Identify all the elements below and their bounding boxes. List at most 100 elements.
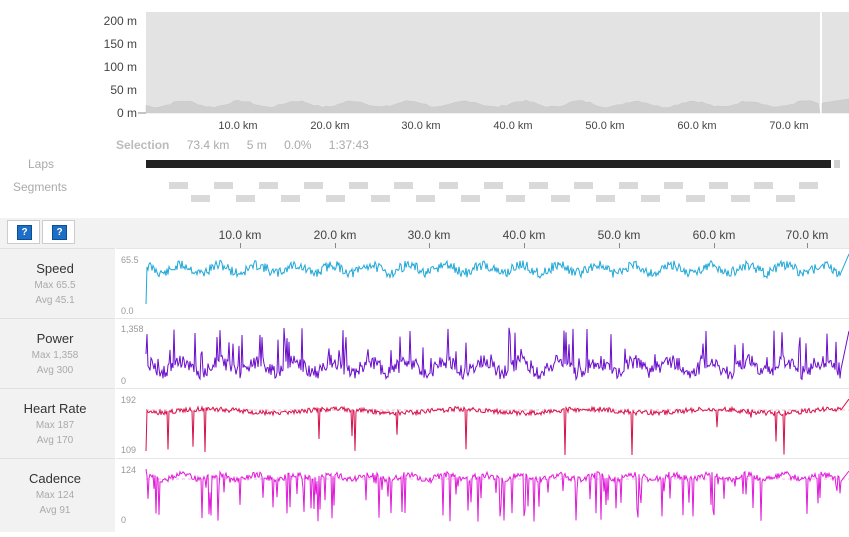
power-svg — [145, 327, 849, 382]
metric-max: Max 124 — [35, 490, 75, 501]
elevation-y-label: 50 m — [110, 83, 137, 97]
heart-rate-chart[interactable] — [116, 388, 849, 458]
segment-marker[interactable] — [349, 182, 368, 189]
selection-title: Selection — [116, 138, 170, 152]
elevation-x-label: 20.0 km — [310, 120, 350, 132]
elevation-x-label: 30.0 km — [401, 120, 441, 132]
axis-label: 50.0 km — [597, 228, 641, 242]
elevation-x-label: 60.0 km — [677, 120, 717, 132]
segment-marker[interactable] — [731, 195, 750, 202]
segment-marker[interactable] — [641, 195, 660, 202]
segment-marker[interactable] — [371, 195, 390, 202]
segment-marker[interactable] — [754, 182, 773, 189]
segment-marker[interactable] — [236, 195, 255, 202]
speed-chart[interactable] — [116, 248, 849, 318]
segment-marker[interactable] — [461, 195, 480, 202]
axis-tick — [335, 243, 336, 248]
metric-avg: Avg 170 — [36, 435, 74, 446]
elevation-x-label: 70.0 km — [769, 120, 809, 132]
help-icon: ? — [52, 225, 67, 240]
lap-bar[interactable] — [146, 160, 831, 168]
axis-label: 20.0 km — [313, 228, 357, 242]
segments-label: Segments — [13, 180, 68, 194]
help-button[interactable]: ? — [42, 220, 75, 244]
lap-bar-end[interactable] — [834, 160, 840, 168]
segment-marker[interactable] — [439, 182, 458, 189]
metric-y-min: 0 — [121, 376, 127, 386]
segment-marker[interactable] — [686, 195, 705, 202]
heart-rate-svg — [145, 398, 849, 456]
metric-avg: Avg 300 — [36, 365, 74, 376]
segment-marker[interactable] — [281, 195, 300, 202]
metric-y-max: 124 — [121, 465, 137, 475]
metric-y-max: 192 — [121, 395, 137, 405]
segment-marker[interactable] — [664, 182, 683, 189]
segment-marker[interactable] — [326, 195, 345, 202]
segment-marker[interactable] — [484, 182, 503, 189]
segment-marker[interactable] — [529, 182, 548, 189]
elevation-y-label: 0 m — [116, 106, 137, 120]
metric-max: Max 65.5 — [34, 280, 76, 291]
metric-avg: Avg 45.1 — [35, 295, 75, 306]
elevation-x-label: 40.0 km — [493, 120, 533, 132]
segment-marker[interactable] — [619, 182, 638, 189]
segment-marker[interactable] — [169, 182, 188, 189]
selection-summary: Selection 73.4 km 5 m 0.0% 1:37:43 — [116, 138, 383, 152]
laps-label: Laps — [28, 157, 55, 171]
segment-marker[interactable] — [259, 182, 278, 189]
selection-distance: 73.4 km — [186, 138, 230, 152]
metric-max: Max 1,358 — [31, 350, 79, 361]
axis-label: 30.0 km — [407, 228, 451, 242]
axis-tick — [714, 243, 715, 248]
axis-tick — [429, 243, 430, 248]
axis-label: 10.0 km — [218, 228, 262, 242]
elevation-x-label: 50.0 km — [585, 120, 625, 132]
metric-y-min: 0.0 — [121, 306, 134, 316]
axis-tick — [240, 243, 241, 248]
metric-label-panel: Cadence Max 124 Avg 91 — [0, 458, 115, 532]
metric-y-max: 1,358 — [121, 324, 144, 334]
elevation-svg — [138, 12, 849, 114]
elevation-y-label: 100 m — [103, 60, 137, 74]
segment-marker[interactable] — [709, 182, 728, 189]
axis-tick — [524, 243, 525, 248]
metric-y-min: 0 — [121, 515, 127, 525]
selection-elevation: 5 m — [246, 138, 267, 152]
axis-tick — [619, 243, 620, 248]
cadence-svg — [145, 468, 849, 522]
elevation-x-label: 10.0 km — [218, 120, 258, 132]
help-icon: ? — [17, 225, 32, 240]
help-button[interactable]: ? — [7, 220, 40, 244]
metric-label-panel: Speed Max 65.5 Avg 45.1 — [0, 248, 115, 318]
selection-grade: 0.0% — [284, 138, 312, 152]
segment-marker[interactable] — [776, 195, 795, 202]
segment-marker[interactable] — [506, 195, 525, 202]
segment-marker[interactable] — [191, 195, 210, 202]
power-chart[interactable] — [116, 318, 849, 388]
segment-marker[interactable] — [304, 182, 323, 189]
metric-name: Power — [36, 331, 74, 346]
segment-marker[interactable] — [799, 182, 818, 189]
elevation-y-label: 200 m — [103, 14, 137, 28]
segment-marker[interactable] — [394, 182, 413, 189]
axis-label: 40.0 km — [502, 228, 546, 242]
metric-max: Max 187 — [35, 420, 75, 431]
metric-label-panel: Heart Rate Max 187 Avg 170 — [0, 388, 115, 458]
metric-y-min: 109 — [121, 445, 137, 455]
axis-tick — [807, 243, 808, 248]
axis-label: 70.0 km — [785, 228, 829, 242]
cadence-chart[interactable] — [116, 458, 849, 532]
metric-name: Speed — [36, 261, 74, 276]
segment-marker[interactable] — [551, 195, 570, 202]
segment-marker[interactable] — [416, 195, 435, 202]
metric-label-panel: Power Max 1,358 Avg 300 — [0, 318, 115, 388]
metric-avg: Avg 91 — [39, 505, 71, 516]
speed-svg — [145, 253, 849, 305]
segment-marker[interactable] — [596, 195, 615, 202]
segment-marker[interactable] — [214, 182, 233, 189]
metric-name: Heart Rate — [23, 401, 87, 416]
segment-marker[interactable] — [574, 182, 593, 189]
metric-y-max: 65.5 — [121, 255, 139, 265]
selection-time: 1:37:43 — [328, 138, 369, 152]
axis-label: 60.0 km — [692, 228, 736, 242]
